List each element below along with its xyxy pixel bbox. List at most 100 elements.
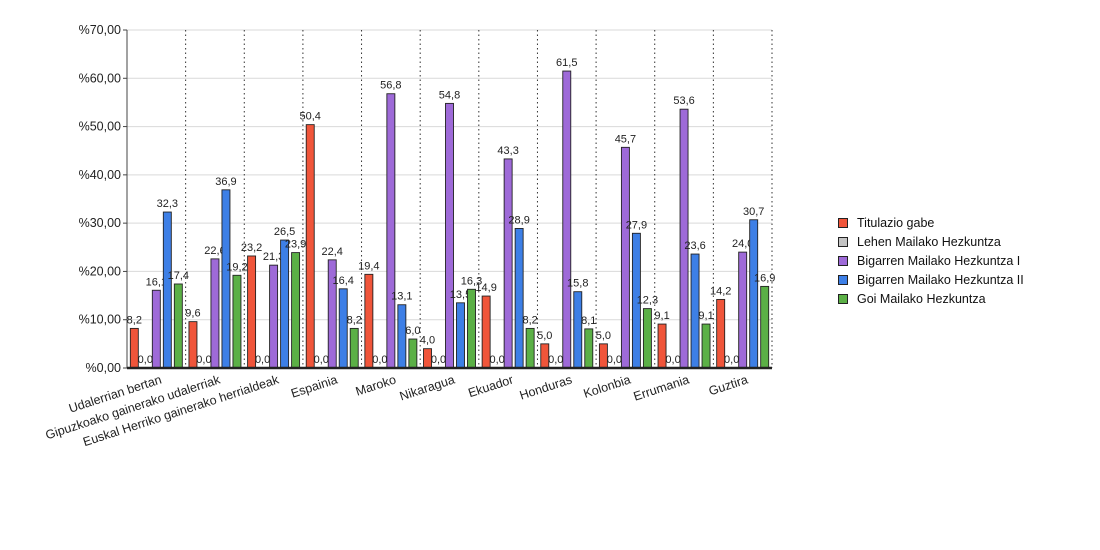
x-tick-label: Guztira (707, 373, 750, 399)
y-tick-label: %30,00 (79, 216, 121, 230)
x-tick-label: Errumania (632, 373, 691, 404)
data-label: 22,6 (204, 245, 225, 257)
bar-2-6 (503, 158, 513, 369)
bar-3-10 (749, 219, 759, 369)
data-label: 21,3 (263, 251, 284, 263)
legend-swatch (838, 255, 848, 266)
data-label: 9,6 (185, 308, 200, 320)
bar-0-3 (305, 124, 315, 369)
bar-3-6 (514, 228, 524, 369)
legend-label: Bigarren Mailako Hezkuntza II (857, 272, 1024, 287)
legend-swatch (838, 236, 848, 247)
bar-2-5 (445, 102, 454, 369)
bar-4-5 (467, 288, 476, 369)
bar-2-7 (562, 70, 572, 369)
data-label: 15,8 (567, 278, 588, 290)
data-label: 43,3 (497, 145, 518, 157)
data-label: 17,4 (168, 270, 189, 282)
bar-4-0 (173, 283, 183, 369)
legend-label: Titulazio gabe (857, 215, 935, 230)
data-label: 23,9 (285, 239, 306, 251)
data-label: 0,0 (138, 354, 153, 366)
y-tick-label: %0,00 (86, 361, 121, 375)
legend-swatch (838, 274, 848, 285)
bar-4-1 (232, 274, 242, 369)
data-label: 6,0 (405, 325, 420, 337)
data-label: 56,8 (380, 80, 401, 92)
data-label: 23,2 (241, 242, 262, 254)
bar-4-4 (408, 338, 418, 369)
data-label: 16,3 (461, 275, 482, 287)
data-label: 24,0 (732, 238, 753, 250)
data-label: 5,0 (537, 330, 552, 342)
data-label: 0,0 (548, 354, 563, 366)
bar-2-8 (620, 146, 630, 369)
bar-4-7 (584, 328, 594, 369)
x-tick-label: Nikaragua (398, 373, 457, 404)
legend-label: Lehen Mailako Hezkuntza (857, 234, 1001, 249)
legend-item: Goi Mailako Hezkuntza (838, 289, 1024, 308)
bar-3-2 (280, 239, 290, 369)
x-tick-label: Ekuador (466, 373, 515, 401)
y-tick-label: %60,00 (79, 71, 121, 85)
legend-item: Titulazio gabe (838, 213, 1024, 232)
y-tick-label: %70,00 (79, 23, 121, 37)
legend-swatch (838, 217, 848, 228)
bar-4-6 (525, 327, 535, 369)
data-label: 30,7 (743, 206, 764, 218)
x-tick-label: Honduras (518, 373, 574, 403)
legend-item: Bigarren Mailako Hezkuntza I (838, 251, 1024, 270)
data-label: 8,2 (127, 314, 142, 326)
data-label: 0,0 (607, 354, 622, 366)
data-label: 13,5 (450, 289, 471, 301)
bar-2-2 (269, 264, 279, 369)
data-label: 0,0 (196, 354, 211, 366)
data-label: 26,5 (274, 226, 295, 238)
data-label: 22,4 (322, 246, 343, 258)
legend-label: Bigarren Mailako Hezkuntza I (857, 253, 1021, 268)
data-label: 9,1 (654, 310, 669, 322)
data-label: 50,4 (300, 111, 321, 123)
data-label: 16,9 (754, 272, 775, 284)
bar-2-1 (210, 258, 220, 369)
data-label: 54,8 (439, 89, 460, 101)
legend-item: Lehen Mailako Hezkuntza (838, 232, 1024, 251)
data-label: 45,7 (615, 133, 636, 145)
data-label: 0,0 (314, 354, 329, 366)
data-label: 0,0 (255, 354, 270, 366)
data-label: 8,2 (522, 314, 537, 326)
y-tick-label: %50,00 (79, 120, 121, 134)
y-tick-label: %40,00 (79, 168, 121, 182)
legend-swatch (838, 293, 848, 304)
x-tick-label: Espainia (289, 373, 339, 401)
data-label: 0,0 (724, 354, 739, 366)
bar-3-7 (573, 291, 583, 369)
y-tick-label: %10,00 (79, 313, 121, 327)
data-label: 27,9 (626, 219, 647, 231)
bar-4-2 (291, 252, 301, 369)
bar-0-2 (247, 255, 257, 369)
data-label: 28,9 (508, 214, 529, 226)
data-label: 0,0 (665, 354, 680, 366)
y-tick-label: %20,00 (79, 264, 121, 278)
data-label: 53,6 (673, 95, 694, 107)
chart-legend: Titulazio gabe Lehen Mailako Hezkuntza Big… (838, 213, 1024, 308)
data-label: 5,0 (596, 330, 611, 342)
bar-4-9 (701, 323, 711, 369)
bar-2-10 (738, 251, 748, 369)
data-label: 32,3 (157, 198, 178, 210)
x-tick-label: Maroko (354, 373, 398, 399)
data-label: 4,0 (420, 335, 435, 347)
bar-4-10 (760, 285, 770, 369)
bar-2-4 (386, 93, 396, 369)
data-label: 14,2 (710, 285, 731, 297)
data-label: 0,0 (431, 354, 446, 366)
bar-3-1 (221, 189, 231, 369)
legend-item: Bigarren Mailako Hezkuntza II (838, 270, 1024, 289)
data-label: 9,1 (698, 310, 713, 322)
data-label: 12,3 (637, 295, 658, 307)
data-label: 14,9 (475, 282, 496, 294)
bar-4-3 (349, 327, 359, 369)
bar-3-0 (162, 211, 172, 369)
